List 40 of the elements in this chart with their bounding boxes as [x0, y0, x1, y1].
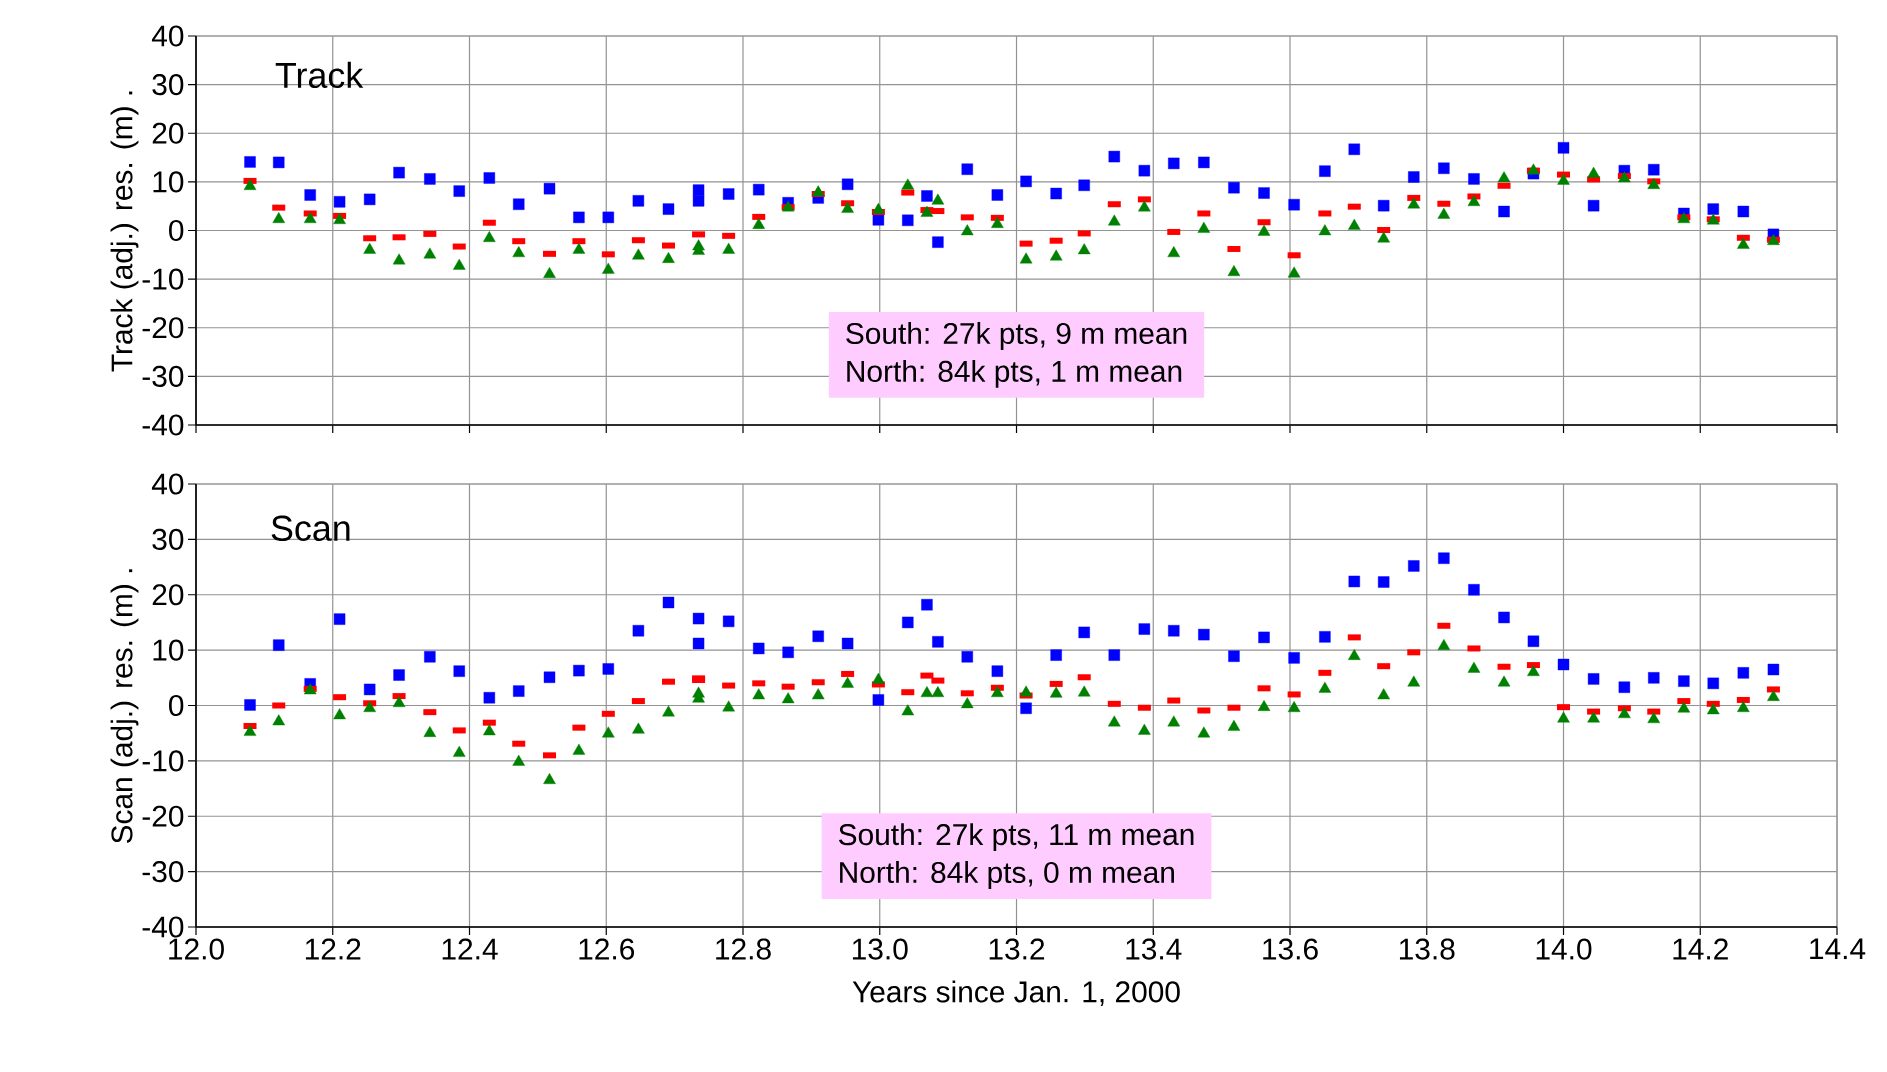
- y-tick-label: -30: [142, 365, 184, 387]
- text: Scan: [271, 515, 350, 541]
- y-tick-label: -30: [142, 861, 184, 883]
- y-tick-label: -40: [142, 414, 184, 436]
- y-tick-label: -20: [142, 805, 184, 827]
- y-tick-label: 20: [152, 584, 184, 606]
- x-tick-label: 12.8: [716, 938, 771, 960]
- y-tick-label: 40: [151, 25, 184, 47]
- y-tick-label: 0: [169, 694, 184, 717]
- y-tick-label: 0: [169, 219, 184, 242]
- x-tick-label: 12.4: [442, 938, 498, 960]
- x-tick-label: 14.2: [1673, 938, 1728, 960]
- annotation: South: 27k pts, 9 m mean: [846, 322, 1187, 350]
- x-tick-label: 12.6: [579, 938, 635, 960]
- y-tick-label: 30: [152, 528, 184, 550]
- y-tick-label: 30: [152, 74, 184, 96]
- y-tick-label: 20: [152, 122, 184, 144]
- y-tick-label: -10: [142, 750, 184, 772]
- x-tick-label: 13.4: [1126, 938, 1182, 960]
- y-tick-label: 40: [151, 473, 184, 495]
- y-tick-label: 10: [153, 639, 184, 661]
- x-tick-label: 12.0: [169, 938, 224, 960]
- y-tick-label: 10: [153, 171, 184, 193]
- annotation: North: 84k pts, 0 m mean: [840, 861, 1174, 889]
- x-tick-label: 13.2: [989, 938, 1045, 960]
- x-tick-label: 13.0: [852, 938, 908, 960]
- x-tick-label: 13.8: [1399, 938, 1455, 960]
- y-axis-title: Track (adj.) res. (m) .: [110, 91, 139, 372]
- x-tick-label: 14.4: [1810, 938, 1866, 960]
- annotation: South: 27k pts, 11 m mean: [838, 823, 1194, 852]
- text: Track: [275, 61, 364, 89]
- y-tick-label: -40: [142, 916, 184, 938]
- x-tick-label: 14.0: [1536, 938, 1592, 960]
- y-axis-title: Scan (adj.) res. (m) .: [110, 569, 139, 844]
- x-tick-label: 12.2: [305, 938, 361, 960]
- x-axis-title: Years since Jan. 1, 2000: [852, 980, 1180, 1007]
- x-tick-label: 13.6: [1263, 938, 1318, 960]
- y-tick-label: -10: [142, 268, 184, 290]
- y-tick-label: -20: [142, 317, 184, 339]
- annotation: North: 84k pts, 1 m mean: [847, 359, 1182, 388]
